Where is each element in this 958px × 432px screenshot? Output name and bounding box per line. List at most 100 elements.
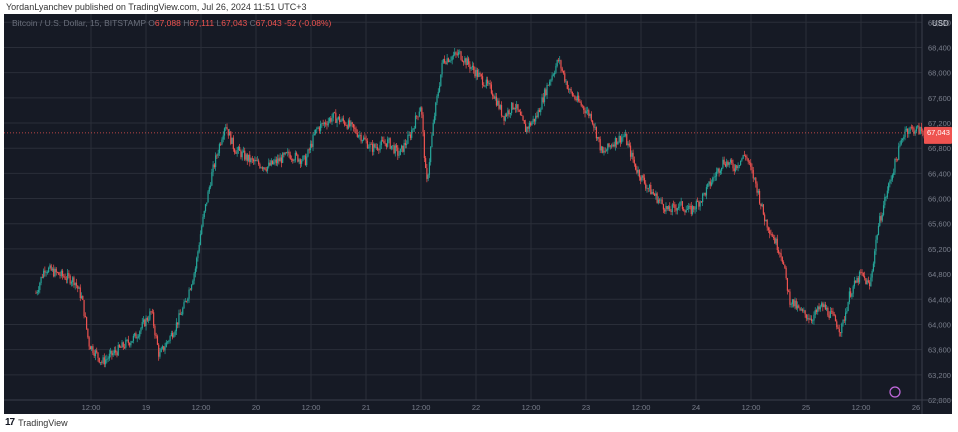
candle-body <box>185 301 188 302</box>
candle-body <box>442 59 444 63</box>
candle-body <box>380 140 382 146</box>
candle-body <box>600 146 603 151</box>
candle-body <box>216 155 218 157</box>
candle-body <box>616 137 618 145</box>
candle-body <box>96 350 98 353</box>
candle-body <box>160 348 162 353</box>
time-axis-label: 12:00 <box>82 403 101 412</box>
candle-body <box>812 320 814 322</box>
candle-body <box>737 166 739 169</box>
candle-body <box>695 201 697 209</box>
candle-body <box>39 283 41 290</box>
candle-body <box>225 127 227 129</box>
candle-body <box>198 244 200 252</box>
candle-body <box>798 305 800 308</box>
price-axis-label: 64,400 <box>928 295 951 304</box>
candle-body <box>127 339 129 343</box>
candle-body <box>349 120 351 127</box>
candle-body <box>689 205 691 207</box>
candle-body <box>59 274 61 276</box>
chart-frame[interactable]: 62,800 63,200 63,600 64,000 64,400 64,800 65,2… <box>4 14 952 414</box>
candle-body <box>602 146 604 153</box>
candle-body <box>164 347 166 351</box>
candle-body <box>108 353 110 359</box>
candle-body <box>838 328 840 333</box>
candle-body <box>762 204 764 215</box>
candle-body <box>597 137 599 139</box>
footer-brand: TradingView <box>18 417 68 428</box>
candle-body <box>832 311 834 315</box>
candle-body <box>474 70 476 77</box>
candlestick-chart[interactable]: 62,80063,20063,60064,00064,40064,80065,2… <box>4 14 952 414</box>
candle-body <box>530 122 532 126</box>
candle-body <box>77 285 79 289</box>
time-axis-label: 25 <box>802 403 810 412</box>
candle-body <box>772 236 775 239</box>
candle-body <box>269 162 271 166</box>
candle-body <box>785 267 787 279</box>
candle-body <box>419 107 422 112</box>
candle-body <box>685 209 687 213</box>
candle-body <box>681 201 684 209</box>
candle-body <box>441 62 443 75</box>
candle-body <box>206 202 208 205</box>
candle-body <box>805 314 807 319</box>
candle-body <box>464 58 466 63</box>
candle-body <box>244 150 246 160</box>
candle-body <box>166 341 169 343</box>
candle-body <box>321 123 323 125</box>
candle-body <box>694 208 696 210</box>
candle-body <box>207 191 209 203</box>
candle-body <box>234 149 236 153</box>
candle-body <box>328 118 331 122</box>
candle-body <box>340 120 342 122</box>
candle-body <box>523 120 525 124</box>
candle-body <box>94 350 97 357</box>
price-axis-label: 63,200 <box>928 371 951 380</box>
candle-body <box>264 167 266 170</box>
candle-body <box>359 134 361 136</box>
candle-body <box>169 336 171 341</box>
candle-body <box>354 127 356 129</box>
candle-body <box>360 134 362 142</box>
candle-body <box>724 164 727 167</box>
candle-body <box>478 73 480 77</box>
candle-body <box>818 306 820 310</box>
candle-body <box>189 289 191 291</box>
candle-body <box>438 86 441 92</box>
candle-body <box>392 145 394 147</box>
candle-body <box>106 358 108 360</box>
candle-body <box>120 347 122 348</box>
candle-body <box>912 127 914 129</box>
candle-body <box>909 127 911 132</box>
candle-body <box>653 193 656 196</box>
candle-body <box>416 115 418 117</box>
candle-body <box>856 277 858 283</box>
candle-body <box>657 199 659 203</box>
candle-body <box>659 199 661 201</box>
candle-body <box>836 321 838 328</box>
candle-body <box>342 118 344 122</box>
candle-body <box>905 128 907 131</box>
candle-body <box>538 109 541 113</box>
candle-body <box>555 65 557 73</box>
candle-body <box>456 53 458 55</box>
candle-body <box>73 277 75 286</box>
candle-body <box>608 143 610 147</box>
candle-body <box>764 214 766 222</box>
candle-body <box>497 100 499 106</box>
candle-body <box>131 340 133 343</box>
candle-body <box>145 317 147 327</box>
candle-body <box>326 124 328 126</box>
candle-body <box>648 184 651 189</box>
candle-body <box>365 139 367 141</box>
candle-body <box>194 268 196 274</box>
candle-body <box>437 91 439 97</box>
candle-body <box>460 51 462 60</box>
candle-body <box>350 122 352 127</box>
candle-body <box>833 314 835 316</box>
candle-body <box>450 60 452 61</box>
symbol-legend: Bitcoin / U.S. Dollar, 15, BITSTAMP O67,… <box>12 18 331 28</box>
candle-body <box>890 179 892 182</box>
candle-body <box>819 306 821 310</box>
